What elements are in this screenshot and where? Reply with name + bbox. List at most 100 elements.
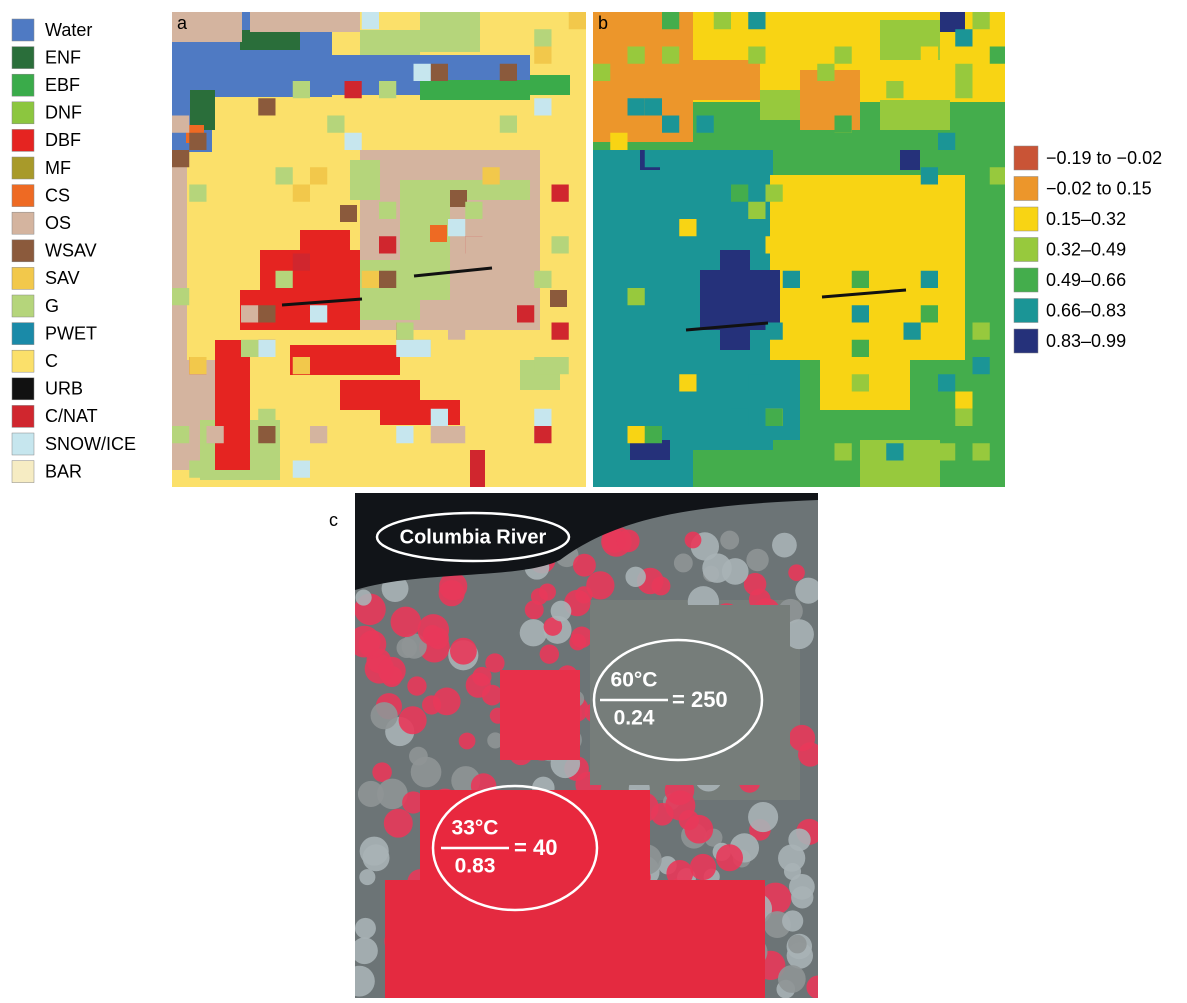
pivot-field	[690, 854, 716, 880]
cell	[534, 271, 551, 288]
cell	[534, 29, 551, 46]
legend-label: C/NAT	[45, 406, 98, 426]
field	[500, 670, 580, 760]
cell	[258, 305, 275, 322]
cell	[172, 150, 189, 167]
legend-swatch	[1014, 146, 1038, 170]
cell	[450, 190, 467, 207]
pivot-field	[344, 966, 375, 997]
cell	[310, 305, 327, 322]
legend-label: −0.02 to 0.15	[1046, 178, 1152, 198]
cell	[835, 47, 852, 64]
legend-label: PWET	[45, 323, 97, 343]
cell	[679, 219, 696, 236]
legend-label: CS	[45, 185, 70, 205]
legend-label: EBF	[45, 75, 80, 95]
pivot-field	[788, 564, 805, 581]
cell	[431, 426, 448, 443]
cell	[800, 392, 817, 409]
cell	[241, 305, 258, 322]
pivot-field	[360, 837, 389, 866]
cell	[420, 12, 480, 52]
cell	[904, 323, 921, 340]
cell	[534, 409, 551, 426]
legend-label: SAV	[45, 268, 80, 288]
legend-swatch	[12, 461, 34, 483]
cell	[731, 409, 748, 426]
cell	[172, 288, 189, 305]
legend-label: 0.66–0.83	[1046, 300, 1126, 320]
legend-swatch	[12, 185, 34, 207]
satellite-image	[344, 493, 830, 998]
cell	[379, 202, 396, 219]
pivot-field	[391, 607, 421, 637]
cell	[465, 236, 482, 253]
cell	[880, 100, 950, 130]
cell	[552, 357, 569, 374]
legend-swatch	[12, 157, 34, 179]
legend-label: −0.19 to −0.02	[1046, 148, 1162, 168]
cell	[748, 202, 765, 219]
pivot-field	[399, 706, 427, 734]
pivot-field	[485, 653, 504, 672]
cell	[534, 98, 551, 115]
annotation: 33°C	[452, 817, 499, 840]
cell	[345, 133, 362, 150]
cell	[990, 47, 1007, 64]
pivot-field	[702, 553, 732, 583]
cell	[414, 64, 431, 81]
cell	[250, 12, 360, 32]
pivot-field	[482, 685, 503, 706]
pivot-field	[520, 619, 547, 646]
pivot-field	[778, 965, 806, 993]
cell	[310, 167, 327, 184]
legend-label: URB	[45, 379, 83, 399]
cell	[431, 64, 448, 81]
cell	[362, 271, 379, 288]
pivot-field	[791, 886, 813, 908]
cell	[258, 409, 275, 426]
cell	[448, 219, 465, 236]
legend-swatch	[1014, 329, 1038, 353]
cell	[973, 357, 990, 374]
legend-swatch	[12, 323, 34, 345]
cell	[921, 271, 938, 288]
legend-swatch	[1014, 299, 1038, 323]
cell	[900, 150, 920, 170]
pivot-field	[409, 747, 428, 766]
cell	[700, 12, 780, 42]
cell	[293, 357, 310, 374]
cell	[731, 185, 748, 202]
cell	[552, 323, 569, 340]
cell	[470, 450, 485, 487]
annotation: 0.83	[455, 855, 496, 878]
cell	[628, 426, 645, 443]
cell	[396, 323, 413, 340]
cell	[414, 340, 431, 357]
cell	[500, 64, 517, 81]
cell	[350, 160, 380, 200]
legend-swatch	[12, 102, 34, 124]
legend-label: Water	[45, 20, 92, 40]
pivot-field	[748, 802, 778, 832]
cell	[886, 81, 903, 98]
cell	[340, 205, 357, 222]
cell	[172, 426, 189, 443]
pivot-field	[358, 630, 386, 658]
cell	[955, 409, 972, 426]
cell	[938, 374, 955, 391]
pivot-field	[720, 531, 739, 550]
legend-label: 0.32–0.49	[1046, 239, 1126, 259]
cell	[379, 81, 396, 98]
pivot-field	[450, 638, 477, 665]
annotation: 60°C	[611, 669, 658, 692]
cell	[396, 426, 413, 443]
figure: WaterENFEBFDNFDBFMFCSOSWSAVSAVGPWETCURBC…	[0, 0, 1187, 998]
pivot-field	[795, 578, 821, 604]
pivot-field	[459, 733, 476, 750]
cell	[293, 254, 310, 271]
cell	[396, 340, 413, 357]
cell	[189, 357, 206, 374]
cell	[190, 90, 215, 130]
pivot-field	[407, 676, 426, 695]
